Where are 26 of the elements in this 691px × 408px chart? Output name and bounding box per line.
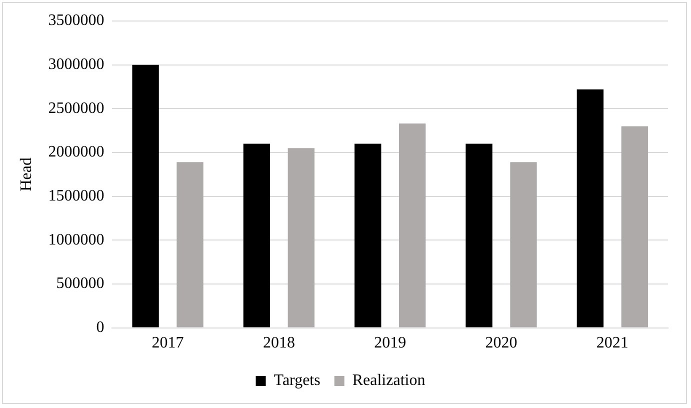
y-tick-label: 0 <box>96 319 104 336</box>
bar <box>510 162 537 328</box>
bar <box>132 64 159 328</box>
y-tick-label: 1000000 <box>48 231 104 248</box>
x-tick-label: 2021 <box>596 334 628 352</box>
x-tick-label: 2020 <box>485 334 518 352</box>
y-tick-label: 500000 <box>56 275 104 292</box>
legend-label: Realization <box>352 372 426 390</box>
bar <box>176 162 204 328</box>
y-tick-label: 2500000 <box>48 100 104 117</box>
y-tick-label: 3500000 <box>48 12 104 30</box>
bar <box>243 144 270 328</box>
y-tick-label: 2000000 <box>48 144 104 161</box>
bar <box>576 89 604 328</box>
bar <box>398 124 426 328</box>
y-tick-label: 3000000 <box>48 56 104 74</box>
bar <box>621 126 648 328</box>
bar <box>288 148 315 328</box>
x-tick-label: 2019 <box>374 334 406 352</box>
y-tick-label: 1500000 <box>48 188 104 205</box>
bar <box>466 144 492 328</box>
bar <box>354 144 382 328</box>
legend-label: Targets <box>274 372 320 390</box>
y-axis-title: Head <box>18 158 35 192</box>
x-tick-label: 2018 <box>262 334 295 352</box>
x-tick-label: 2017 <box>152 334 184 352</box>
